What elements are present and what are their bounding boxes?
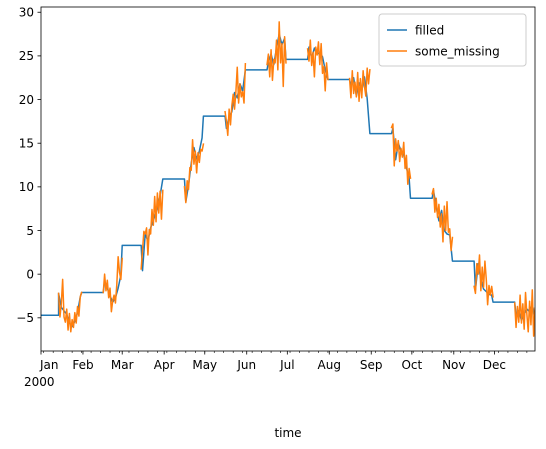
y-tick-label: 5: [26, 224, 34, 238]
x-tick-label: Aug: [318, 358, 341, 372]
x-tick-label: Oct: [401, 358, 422, 372]
y-tick-label: 20: [19, 93, 34, 107]
x-axis-title: time: [274, 426, 301, 440]
x-tick-label: Feb: [72, 358, 93, 372]
y-axis: −5 0 5 10 15 20 25 30: [16, 6, 41, 325]
series-line-some-missing-segment-6: [266, 21, 287, 88]
x-tick-label: Apr: [154, 358, 175, 372]
series-line-some-missing-segment-7: [306, 39, 329, 92]
x-tick-label: Mar: [111, 358, 134, 372]
x-tick-label: Jun: [236, 358, 256, 372]
y-tick-label: 25: [19, 49, 34, 63]
x-tick-label: May: [192, 358, 217, 372]
series-line-some-missing-segment-2: [102, 255, 124, 313]
series-line-some-missing-segment-8: [348, 67, 371, 103]
x-tick-label: Dec: [483, 358, 506, 372]
x-tick-label: Jan: [39, 358, 59, 372]
y-tick-label: −5: [16, 311, 34, 325]
series-line-some-missing-segment-12: [513, 289, 535, 337]
x-tick-label: Sep: [360, 358, 383, 372]
x-tick-sublabel: 2000: [24, 375, 55, 389]
axes-frame: [40, 6, 536, 352]
legend: filled some_missing: [378, 13, 527, 67]
series-line-some-missing-segment-9: [390, 123, 412, 185]
x-tick-label: Jul: [279, 358, 294, 372]
series-line-some-missing-segment-10: [431, 187, 454, 252]
series-line-some-missing-segment-5: [224, 62, 247, 137]
series-line-some-missing-segment-1: [57, 278, 83, 333]
y-tick-label: 10: [19, 180, 34, 194]
legend-label-filled: filled: [415, 23, 444, 37]
series-layer: [41, 21, 535, 337]
series-line-some-missing-segment-4: [183, 138, 205, 204]
series-line-some-missing-segment-3: [140, 189, 164, 270]
x-tick-label: Nov: [442, 358, 465, 372]
legend-label-some-missing: some_missing: [415, 44, 500, 58]
y-tick-label: 15: [19, 137, 34, 151]
y-tick-label: 30: [19, 6, 34, 20]
legend-box: [378, 13, 527, 67]
x-axis: Jan 2000 Feb Mar Apr May Jun Jul Aug Sep Oct Nov Dec: [24, 351, 528, 389]
series-line-some-missing-segment-11: [473, 254, 494, 306]
y-tick-label: 0: [26, 267, 34, 281]
